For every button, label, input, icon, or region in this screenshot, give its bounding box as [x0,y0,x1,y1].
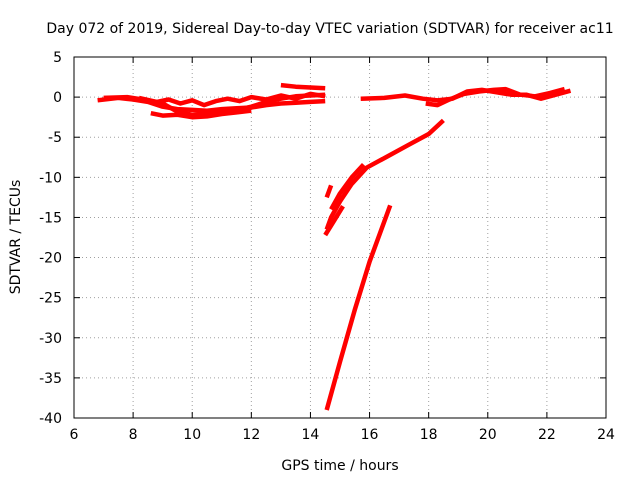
series-band-morning-e [150,108,252,120]
y-tick-label: -35 [39,371,62,387]
x-tick-label: 20 [479,427,497,443]
axis-ticks: 6 8 10 12 14 16 18 20 22 24 5 0 -5 -10 -15 -20 -25 -30 -35… [39,50,615,443]
y-tick-label: -15 [39,210,62,226]
y-axis-label: SDTVAR / TECUs [8,180,24,295]
x-tick-label: 6 [70,427,79,443]
series-band-morning-c [138,91,326,108]
chart-title: Day 072 of 2019, Sidereal Day-to-day VTE… [46,21,613,37]
y-tick-label: 5 [53,50,62,66]
series-drop-arc-main [324,118,445,231]
series-drop-arc-inner [329,162,366,211]
x-axis-label: GPS time / hours [281,458,398,474]
series-steep-line [324,204,393,411]
y-tick-label: -20 [39,251,62,267]
x-tick-label: 24 [597,427,615,443]
y-tick-label: -40 [39,411,62,427]
y-tick-label: -30 [39,331,62,347]
series-band-morning-d [280,82,326,91]
x-tick-label: 22 [538,427,556,443]
y-tick-label: -10 [39,170,62,186]
x-tick-label: 8 [129,427,138,443]
y-tick-label: -25 [39,291,62,307]
plot-frame [73,56,607,419]
x-tick-label: 14 [302,427,320,443]
x-tick-label: 12 [242,427,260,443]
x-tick-label: 16 [361,427,379,443]
series-drop-arc-tail [323,205,345,237]
data-series [97,82,572,411]
x-tick-label: 18 [420,427,438,443]
y-tick-label: 0 [53,90,62,106]
x-tick-label: 10 [183,427,201,443]
y-tick-label: -5 [48,130,62,146]
series-drop-arc-start [324,184,334,199]
series-band-afternoon-b [425,86,566,108]
grid [74,57,606,418]
